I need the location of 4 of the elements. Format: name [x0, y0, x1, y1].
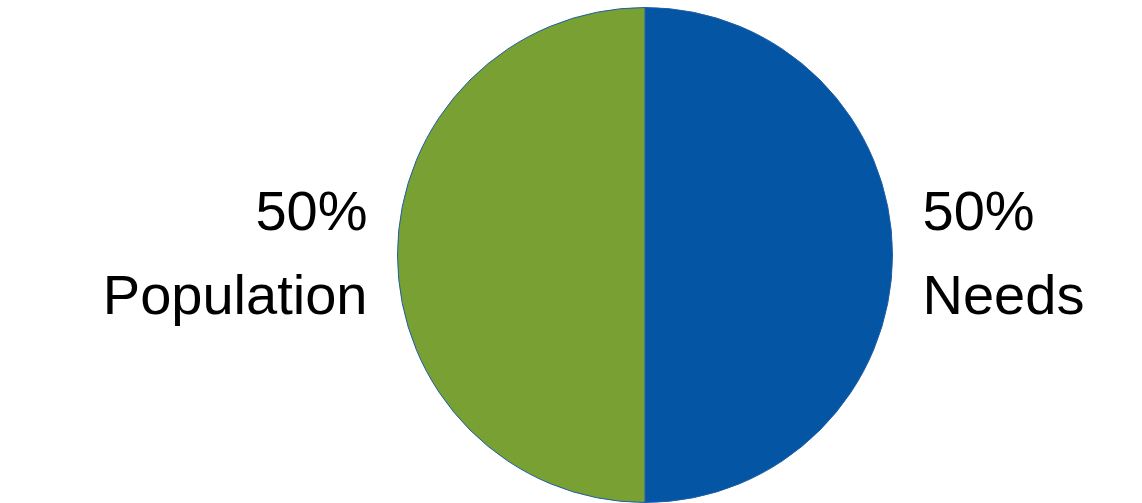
- slice-label: Needs: [922, 263, 1085, 327]
- data-label: 50%: [922, 179, 1035, 243]
- data-label: 50%: [255, 179, 368, 243]
- slice-label: Population: [102, 263, 368, 327]
